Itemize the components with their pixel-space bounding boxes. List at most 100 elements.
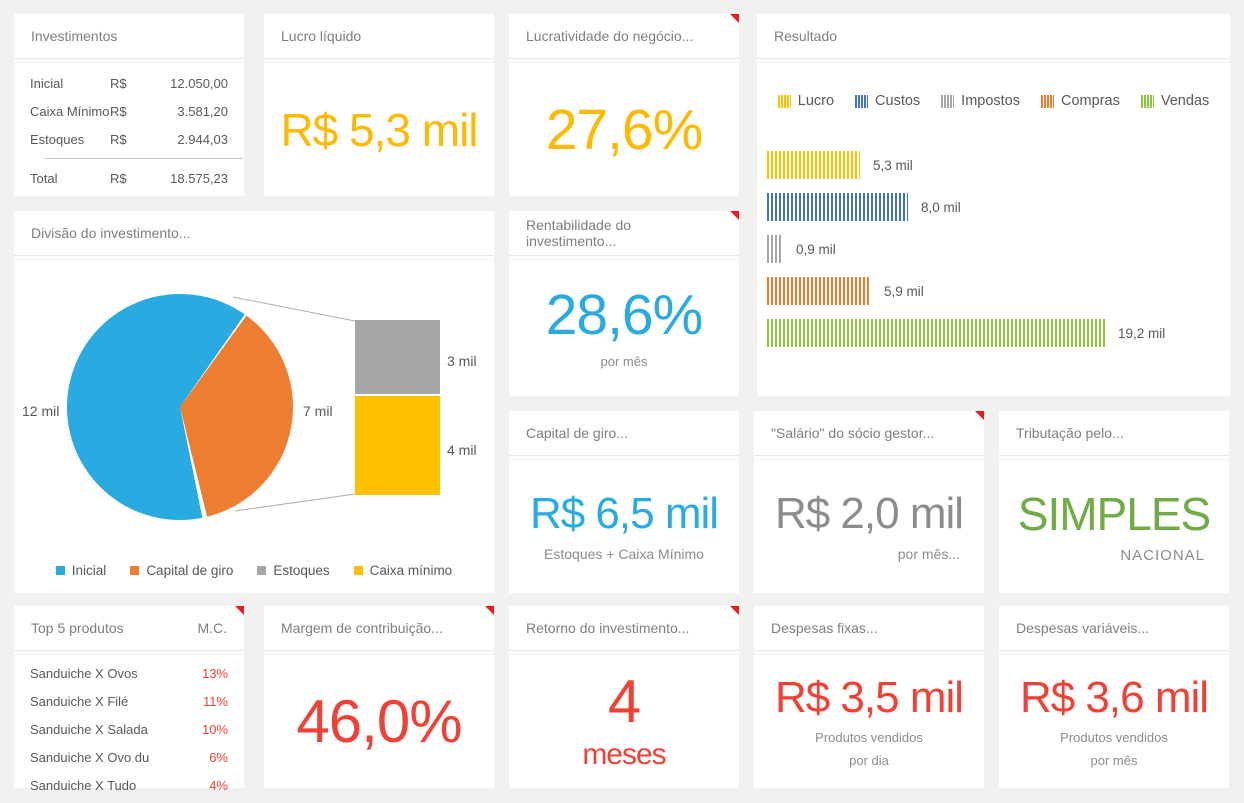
- legend-label: Custos: [875, 93, 921, 109]
- kpi-subtitle: Produtos vendidos: [815, 729, 923, 745]
- row-label: Caixa Mínimo: [30, 103, 110, 119]
- product-mc-value: 13%: [201, 665, 228, 681]
- kpi-value: 27,6%: [545, 97, 704, 162]
- resultado-chart: Lucro Custos Impostos Compras Vendas 5,3 mil…: [757, 62, 1230, 397]
- table-total-row: Total R$ 18.575,23: [14, 164, 244, 192]
- card-title-bar: Margem de contribuição...: [264, 606, 494, 651]
- table-row: Sanduiche X Tudo 4%: [14, 771, 244, 799]
- legend-label: Compras: [1061, 93, 1120, 109]
- kpi-body: 46,0%: [264, 654, 494, 789]
- bar-custos: [767, 193, 908, 221]
- comment-indicator-icon[interactable]: [235, 606, 244, 615]
- table-row: Sanduiche X Salada 10%: [14, 715, 244, 743]
- legend-item: Impostos: [941, 93, 1020, 109]
- legend-label: Caixa mínimo: [369, 563, 453, 578]
- card-margem-contribuicao: Margem de contribuição... 46,0%: [264, 606, 494, 788]
- card-title: Investimentos: [31, 28, 118, 44]
- card-title-bar: Despesas fixas...: [754, 606, 984, 651]
- kpi-value: 28,6%: [545, 283, 704, 348]
- bar-row: 5,9 mil: [767, 277, 1230, 305]
- card-tributacao: Tributação pelo... SIMPLES NACIONAL: [999, 411, 1229, 593]
- bar-value-label: 19,2 mil: [1118, 325, 1166, 341]
- product-name: Sanduiche X Ovos: [30, 665, 138, 681]
- card-title-bar: Retorno do investimento...: [509, 606, 739, 651]
- kpi-value: R$ 3,5 mil: [774, 672, 964, 722]
- legend-item: Compras: [1041, 93, 1120, 109]
- bar-compras: [767, 277, 871, 305]
- row-value: 2.944,03: [177, 131, 228, 147]
- legend-label: Capital de giro: [146, 563, 234, 578]
- card-salario-socio-gestor: "Salário" do sócio gestor... R$ 2,0 mil …: [754, 411, 984, 593]
- row-currency: R$: [110, 103, 127, 119]
- comment-indicator-icon[interactable]: [975, 411, 984, 420]
- legend-swatch-icon: [130, 566, 140, 575]
- kpi-body: R$ 3,6 mil Produtos vendidos por mês: [999, 654, 1229, 789]
- breakout-bar: [355, 320, 440, 495]
- total-label: Total: [30, 170, 58, 186]
- comment-indicator-icon[interactable]: [730, 211, 739, 220]
- comment-indicator-icon[interactable]: [730, 606, 739, 615]
- legend-label: Estoques: [273, 563, 330, 578]
- total-currency: R$: [110, 170, 127, 186]
- legend-swatch-icon: [1140, 94, 1154, 108]
- card-title-bar: Resultado: [757, 14, 1230, 59]
- card-despesas-fixas: Despesas fixas... R$ 3,5 mil Produtos ve…: [754, 606, 984, 788]
- card-investimentos: Investimentos Inicial R$ 12.050,00 Caixa Mí…: [14, 14, 244, 196]
- product-mc-value: 4%: [209, 777, 228, 793]
- kpi-body: R$ 3,5 mil Produtos vendidos por dia: [754, 654, 984, 789]
- top5-table: Sanduiche X Ovos 13% Sanduiche X Filé 11% Sa…: [14, 654, 244, 793]
- card-title-bar: Lucratividade do negócio...: [509, 14, 739, 59]
- legend-item: Capital de giro: [130, 563, 233, 578]
- card-title: Despesas variáveis...: [1016, 620, 1150, 636]
- investimentos-table: Inicial R$ 12.050,00 Caixa Mínimo R$ 3.581,20…: [14, 62, 244, 203]
- card-title: Tributação pelo...: [1016, 425, 1124, 441]
- kpi-value: R$ 2,0 mil: [774, 488, 964, 538]
- legend-item: Lucro: [777, 93, 834, 109]
- pie-slice-label: 7 mil: [303, 403, 333, 419]
- product-name: Sanduiche X Salada: [30, 721, 148, 737]
- card-title: Lucro líquido: [281, 28, 362, 44]
- card-title: Rentabilidade do investimento...: [526, 217, 632, 249]
- table-divider: [44, 158, 243, 159]
- card-title: Divisão do investimento...: [31, 225, 191, 241]
- kpi-subtitle: NACIONAL: [1120, 546, 1205, 564]
- card-divisao-investimento: Divisão do investimento... 12 mil 7 mil …: [14, 211, 494, 593]
- product-mc-value: 6%: [209, 749, 228, 765]
- comment-indicator-icon[interactable]: [730, 14, 739, 23]
- total-value: 18.575,23: [170, 170, 228, 186]
- card-title: Lucratividade do negócio...: [526, 28, 694, 44]
- legend-swatch-icon: [353, 566, 363, 575]
- card-title-bar: Investimentos: [14, 14, 244, 59]
- row-value: 12.050,00: [170, 75, 228, 91]
- legend-swatch-icon: [257, 566, 267, 575]
- kpi-value: 46,0%: [296, 688, 462, 755]
- kpi-value: R$ 3,6 mil: [1019, 672, 1209, 722]
- kpi-body: R$ 6,5 mil Estoques + Caixa Mínimo: [509, 459, 739, 594]
- kpi-subtitle: meses: [582, 738, 666, 771]
- pie-chart-area: [14, 259, 494, 594]
- bar-row: 5,3 mil: [767, 151, 1230, 179]
- breakout-segment-label: 3 mil: [447, 353, 477, 369]
- card-title-bar: Despesas variáveis...: [999, 606, 1229, 651]
- resultado-bars: 5,3 mil 8,0 mil 0,9 mil 5,9 mil 19,2 mil: [757, 151, 1230, 347]
- kpi-body: 27,6%: [509, 62, 739, 197]
- card-title-bar: Tributação pelo...: [999, 411, 1229, 456]
- card-title-bar: Capital de giro...: [509, 411, 739, 456]
- product-mc-value: 11%: [202, 693, 228, 709]
- legend-swatch-icon: [941, 94, 955, 108]
- card-retorno-investimento: Retorno do investimento... 4 meses: [509, 606, 739, 788]
- row-label: Estoques: [30, 131, 85, 147]
- bar-value-label: 0,9 mil: [796, 241, 836, 257]
- card-title: Top 5 produtos: [31, 620, 124, 636]
- comment-indicator-icon[interactable]: [485, 606, 494, 615]
- card-lucratividade: Lucratividade do negócio... 27,6%: [509, 14, 739, 196]
- card-resultado: Resultado Lucro Custos Impostos Compras Vend…: [757, 14, 1230, 396]
- card-rentabilidade: Rentabilidade do investimento... 28,6% p…: [509, 211, 739, 396]
- kpi-subtitle: por mês: [600, 354, 648, 370]
- card-title: Despesas fixas...: [771, 620, 878, 636]
- bar-vendas: [767, 319, 1105, 347]
- kpi-subtitle: Produtos vendidos: [1060, 729, 1168, 745]
- breakout-segment-estoques: [355, 320, 440, 394]
- bar-value-label: 5,3 mil: [873, 157, 913, 173]
